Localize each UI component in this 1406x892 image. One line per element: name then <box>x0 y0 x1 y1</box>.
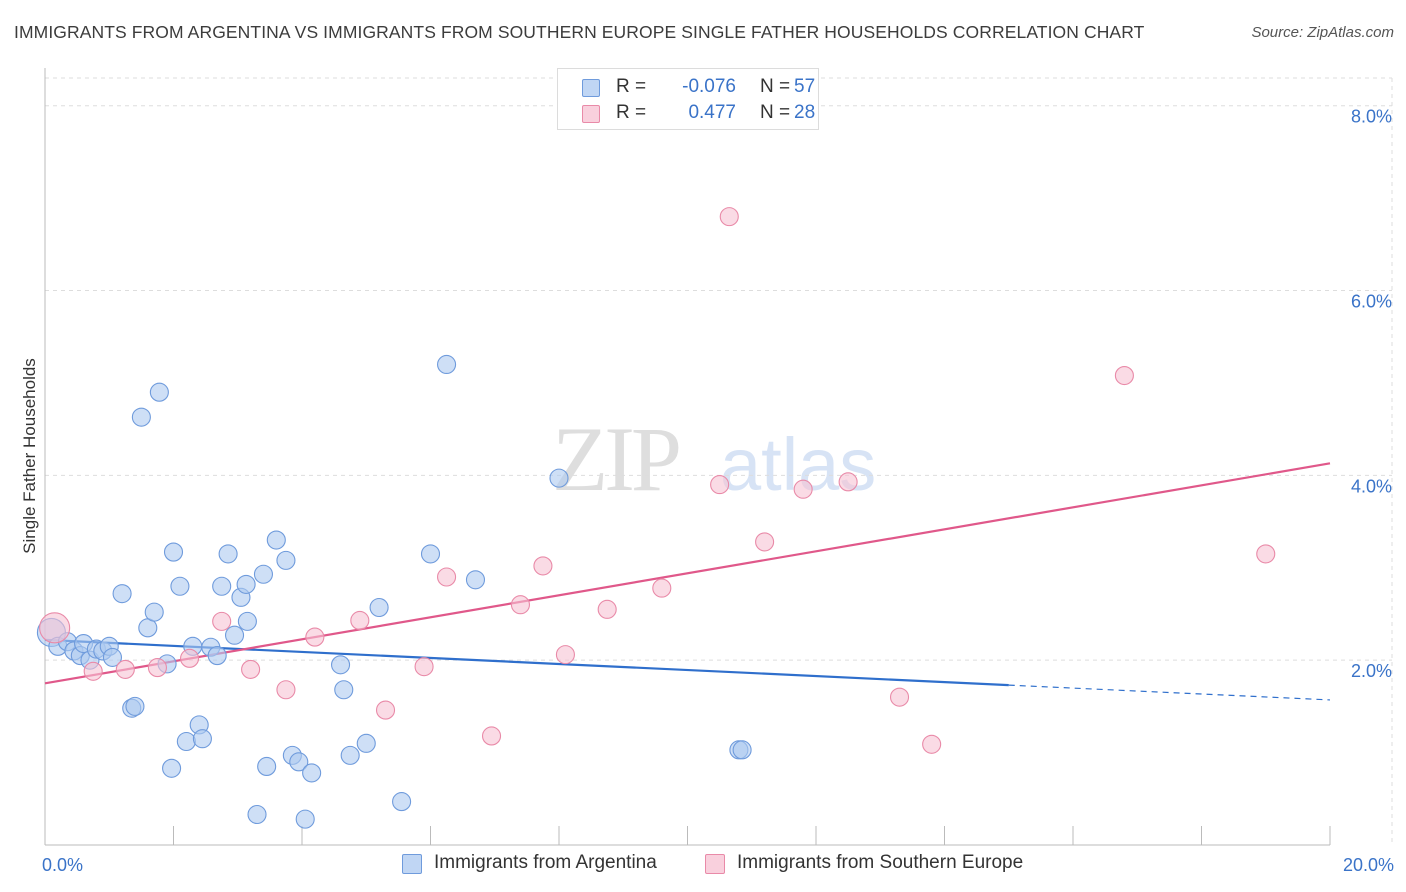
legend-n-value: 57 <box>794 76 816 97</box>
southern-europe-point <box>147 658 167 678</box>
argentina-point <box>465 570 486 590</box>
argentina-point <box>392 792 412 812</box>
bottom-legend-swatch-pink <box>705 854 725 874</box>
southern-europe-point <box>597 599 617 619</box>
y-axis-label: Single Father Households <box>20 358 39 554</box>
southern-europe-point <box>83 661 103 681</box>
watermark-zip: ZIP <box>552 408 679 510</box>
southern-europe-point <box>115 659 135 679</box>
southern-europe-point <box>241 659 261 679</box>
legend-r-value: -0.076 <box>682 76 736 97</box>
southern-europe-point <box>755 532 775 552</box>
correlation-legend: R = -0.076 N = 57 R = 0.477 N = 28 <box>557 68 819 130</box>
legend-swatch-pink <box>582 105 600 123</box>
x-tick-label: 20.0% <box>1343 855 1394 875</box>
southern-europe-point <box>922 734 942 754</box>
y-tick-label: 2.0% <box>1351 661 1392 681</box>
argentina-point <box>207 646 227 666</box>
bottom-legend-label: Immigrants from Southern Europe <box>737 852 1024 873</box>
southern-europe-point <box>39 612 71 644</box>
y-tick-label: 4.0% <box>1351 476 1392 496</box>
argentina-point <box>330 655 351 675</box>
southern-europe-point <box>180 648 200 668</box>
argentina-point <box>224 625 245 645</box>
argentina-point <box>112 584 132 604</box>
southern-europe-point <box>350 610 370 630</box>
southern-europe-point <box>414 657 434 677</box>
argentina-point <box>236 574 256 594</box>
argentina-point <box>732 740 752 760</box>
y-tick-label: 8.0% <box>1351 107 1392 127</box>
legend-r-label: R = <box>616 76 647 97</box>
southern-europe-point <box>305 627 325 647</box>
argentina-point <box>192 729 212 749</box>
tick-labels: 2.0% 4.0% 6.0% 8.0% 0.0% 20.0% <box>42 107 1394 875</box>
southern-europe-point <box>375 700 396 720</box>
data-points <box>36 207 1276 829</box>
southern-europe-point <box>533 556 553 576</box>
southern-europe-point <box>889 687 910 707</box>
argentina-point <box>218 544 238 564</box>
argentina-point <box>276 550 296 570</box>
argentina-point <box>102 647 123 667</box>
argentina-point <box>302 763 322 783</box>
argentina-point <box>170 576 190 596</box>
southern-europe-point <box>555 645 575 665</box>
argentina-point <box>340 745 360 765</box>
southern-europe-point <box>212 611 232 631</box>
southern-europe-point <box>437 567 457 587</box>
southern-europe-point <box>710 475 730 495</box>
argentina-point <box>289 752 309 772</box>
southern-europe-point <box>719 207 739 227</box>
gridlines <box>45 77 1393 845</box>
legend-r-value: 0.477 <box>688 102 736 123</box>
x-tick-label: 0.0% <box>42 855 83 875</box>
argentina-point <box>247 804 267 825</box>
axes <box>44 68 1331 846</box>
southern-europe-point <box>1256 544 1276 564</box>
argentina-point <box>369 597 389 618</box>
source-credit: Source: ZipAtlas.com <box>1251 24 1394 41</box>
argentina-point <box>253 564 274 584</box>
argentina-point <box>334 680 354 700</box>
southern-europe-point <box>481 726 502 746</box>
argentina-point <box>420 544 441 564</box>
legend-r-label: R = <box>616 102 647 123</box>
southern-europe-point <box>652 578 672 598</box>
argentina-point <box>162 758 182 778</box>
chart-title: IMMIGRANTS FROM ARGENTINA VS IMMIGRANTS … <box>14 22 1145 42</box>
argentina-point <box>437 354 457 375</box>
y-tick-label: 6.0% <box>1351 292 1392 312</box>
argentina-point <box>131 407 151 427</box>
argentina-point <box>266 530 286 550</box>
argentina-point <box>212 576 232 596</box>
argentina-point <box>176 731 196 752</box>
argentina-point <box>125 696 145 716</box>
legend-swatch-blue <box>582 79 600 97</box>
argentina-trend-line-extension <box>1008 684 1331 701</box>
watermark: ZIP atlas <box>552 408 876 510</box>
southern-europe-point <box>1114 366 1134 386</box>
bottom-legend-label: Immigrants from Argentina <box>434 852 657 873</box>
argentina-point <box>237 611 257 631</box>
southern-europe-point <box>838 472 858 492</box>
argentina-point <box>295 809 315 829</box>
southern-europe-point <box>276 680 296 700</box>
legend-n-label: N = <box>760 76 791 97</box>
argentina-point <box>149 382 169 402</box>
argentina-point <box>257 756 277 777</box>
southern-europe-trend-line <box>44 462 1331 685</box>
bottom-legend-swatch-blue <box>402 854 422 874</box>
legend-n-value: 28 <box>794 102 816 123</box>
argentina-point <box>549 468 569 488</box>
southern-europe-point <box>793 479 813 499</box>
argentina-point <box>163 542 184 562</box>
argentina-point <box>144 602 164 622</box>
argentina-point <box>356 733 376 753</box>
southern-europe-point <box>510 595 531 615</box>
legend-n-label: N = <box>760 102 791 123</box>
